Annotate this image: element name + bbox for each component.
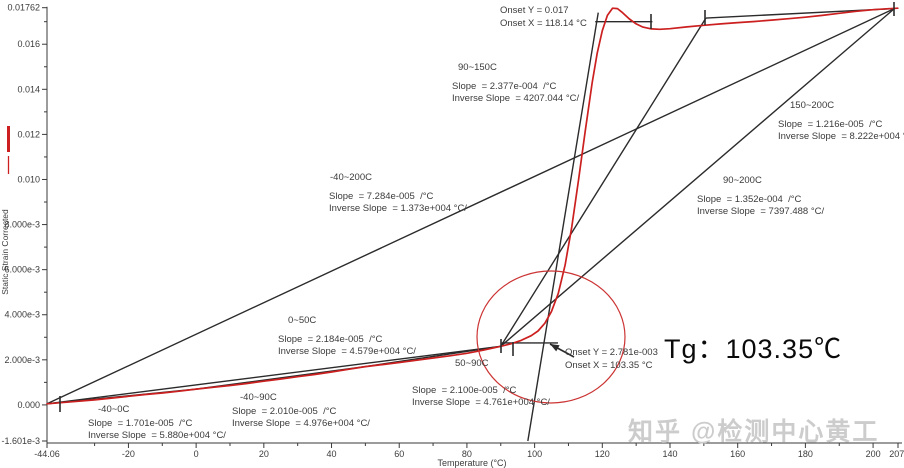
x-tick-label: 140 bbox=[662, 449, 677, 459]
x-tick-label: 200 bbox=[866, 449, 881, 459]
y-tick-label: -1.601e-3 bbox=[1, 436, 40, 446]
onset-arrow-head bbox=[550, 344, 560, 352]
x-tick-label: 60 bbox=[394, 449, 404, 459]
x-tick-label: 20 bbox=[259, 449, 269, 459]
x-tick-label: 160 bbox=[730, 449, 745, 459]
x-tick-label: 40 bbox=[327, 449, 337, 459]
y-tick-label: 0.016 bbox=[17, 39, 40, 49]
x-tick-label: -44.06 bbox=[34, 449, 60, 459]
y-tick-label: 8.000e-3 bbox=[4, 220, 40, 230]
y-tick-label: 0.01762 bbox=[7, 3, 40, 13]
x-tick-label: 80 bbox=[462, 449, 472, 459]
inflection-tangent bbox=[527, 12, 599, 442]
x-tick-label: -20 bbox=[122, 449, 135, 459]
y-tick-label: 0.012 bbox=[17, 129, 40, 139]
x-axis-title: Temperature (°C) bbox=[437, 458, 506, 468]
y-tick-label: 0.014 bbox=[17, 84, 40, 94]
y-axis-title: Static Strain Corrected bbox=[0, 209, 10, 295]
x-tick-label: 120 bbox=[595, 449, 610, 459]
secant--40~200C bbox=[46, 7, 895, 405]
y-tick-label: 0.010 bbox=[17, 174, 40, 184]
x-tick-label: 100 bbox=[527, 449, 542, 459]
y-tick-label: 0.000 bbox=[17, 400, 40, 410]
x-tick-label: 0 bbox=[194, 449, 199, 459]
secant-90~200C bbox=[500, 8, 895, 347]
watermark-text: 知乎 @检测中心黄工 bbox=[628, 418, 880, 446]
y-tick-label: 6.000e-3 bbox=[4, 265, 40, 275]
x-tick-label: 180 bbox=[798, 449, 813, 459]
x-tick-label: 207. bbox=[889, 449, 904, 459]
y-tick-label: 4.000e-3 bbox=[4, 310, 40, 320]
y-tick-label: 2.000e-3 bbox=[4, 355, 40, 365]
strain-curve bbox=[46, 7, 899, 405]
onset-highlight-circle bbox=[476, 270, 626, 404]
secant-90~150C bbox=[500, 17, 707, 347]
secant--40~90C bbox=[46, 345, 501, 405]
tg-value-label: Tg：103.35℃ bbox=[664, 334, 843, 364]
